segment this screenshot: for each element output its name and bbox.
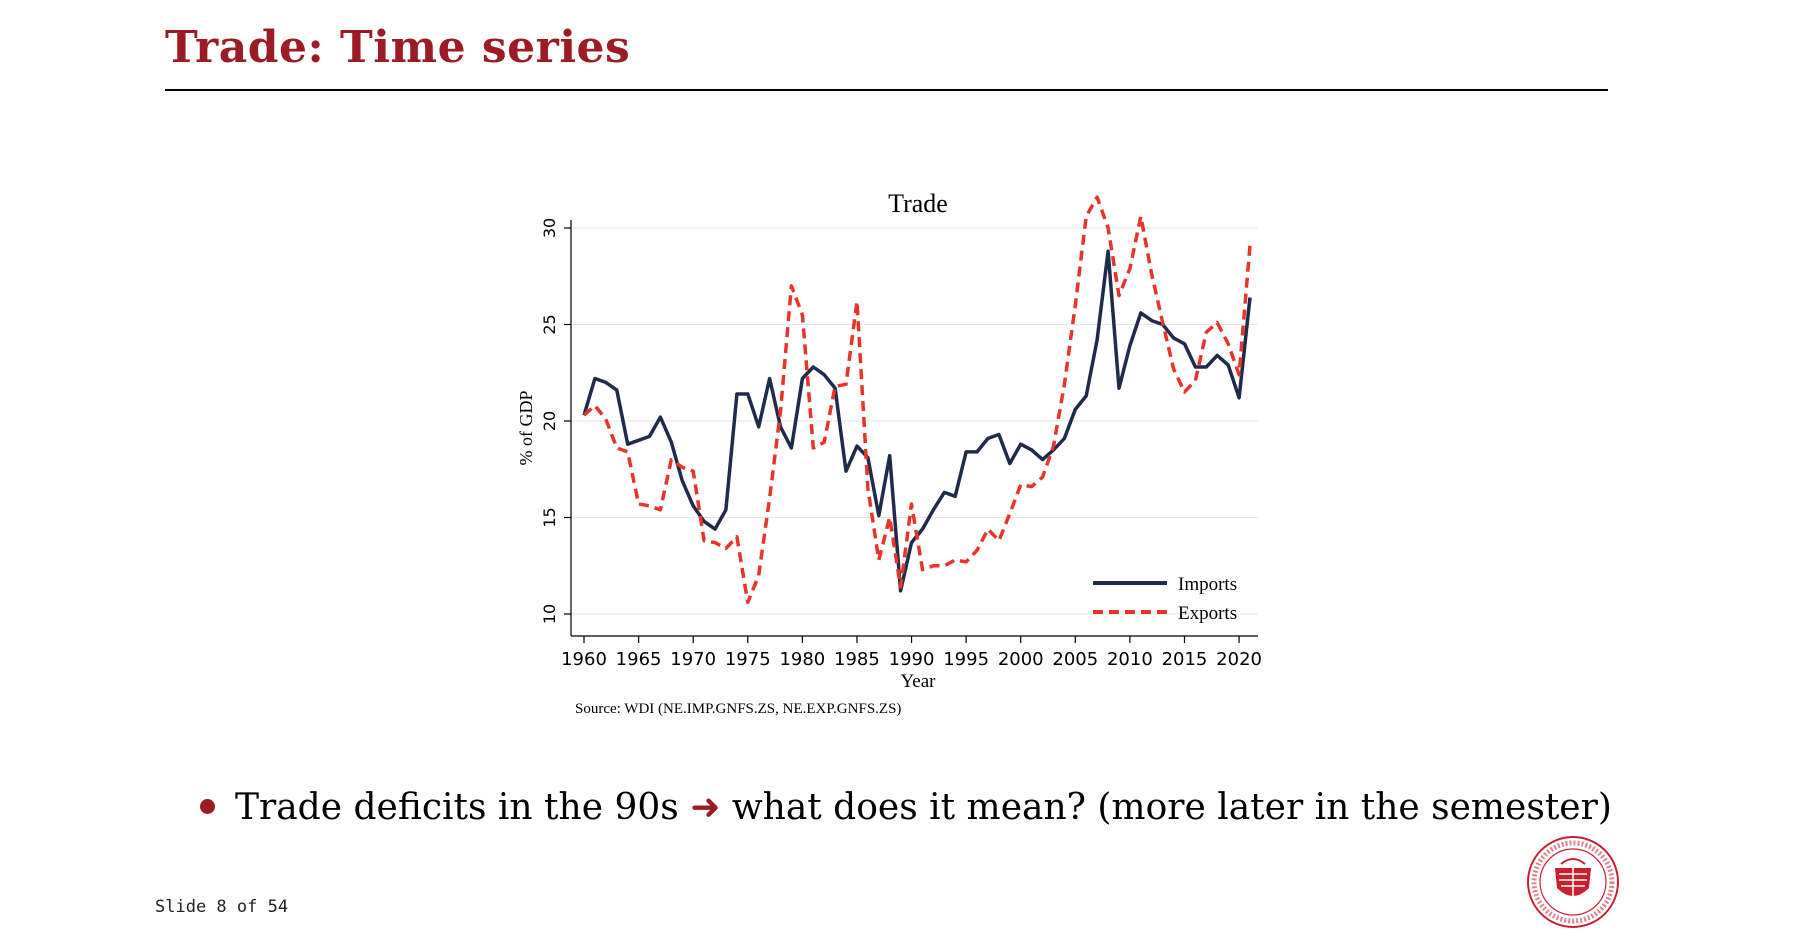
x-tick-label: 1990 bbox=[889, 649, 935, 670]
x-tick-label: 1980 bbox=[779, 649, 825, 670]
bullet-text-suffix: what does it mean? (more later in the se… bbox=[731, 787, 1612, 828]
x-ticks: 1960 1965 1970 1975 1980 1985 1990 1995 2000 2005… bbox=[561, 636, 1262, 670]
y-tick-label: 30 bbox=[540, 218, 559, 238]
legend-exports-label: Exports bbox=[1178, 603, 1237, 624]
x-tick-label: 2015 bbox=[1162, 649, 1208, 670]
x-tick-label: 1965 bbox=[616, 649, 662, 670]
bullet-text-prefix: Trade deficits in the 90s bbox=[235, 787, 679, 828]
x-tick-label: 2020 bbox=[1216, 649, 1262, 670]
legend-imports-label: Imports bbox=[1178, 574, 1237, 595]
series-lines bbox=[582, 195, 1252, 605]
y-tick-label: 25 bbox=[540, 314, 559, 334]
x-tick-label: 2010 bbox=[1107, 649, 1153, 670]
slide-title: Trade: Time series bbox=[165, 22, 631, 73]
trade-chart: Trade 10 15 20 25 30 1960 1965 1970 1975 1980 198… bbox=[516, 189, 1262, 717]
series-line-exports bbox=[582, 195, 1252, 605]
y-tick-label: 15 bbox=[540, 507, 559, 527]
bullet-point: Trade deficits in the 90s ➜ what does it… bbox=[200, 787, 1612, 828]
x-tick-label: 1995 bbox=[943, 649, 989, 670]
chart-title: Trade bbox=[888, 189, 948, 218]
source-note: Source: WDI (NE.IMP.GNFS.ZS, NE.EXP.GNFS… bbox=[575, 701, 901, 717]
slide-number: Slide 8 of 54 bbox=[155, 897, 289, 917]
legend: Imports Exports bbox=[1093, 574, 1237, 624]
x-tick-label: 2000 bbox=[998, 649, 1044, 670]
y-tick-label: 20 bbox=[540, 411, 559, 431]
x-axis-label: Year bbox=[900, 671, 936, 692]
y-axis-label: % of GDP bbox=[516, 391, 536, 466]
y-tick-label: 10 bbox=[540, 604, 559, 624]
title-rule bbox=[165, 89, 1608, 91]
bullet-dot-icon bbox=[200, 798, 215, 814]
university-seal-icon bbox=[1527, 836, 1619, 928]
arrow-icon: ➜ bbox=[690, 787, 721, 828]
y-ticks: 10 15 20 25 30 bbox=[540, 218, 571, 624]
x-tick-label: 2005 bbox=[1052, 649, 1098, 670]
x-tick-label: 1970 bbox=[670, 649, 716, 670]
x-tick-label: 1975 bbox=[725, 649, 771, 670]
x-tick-label: 1985 bbox=[834, 649, 880, 670]
x-tick-label: 1960 bbox=[561, 649, 607, 670]
